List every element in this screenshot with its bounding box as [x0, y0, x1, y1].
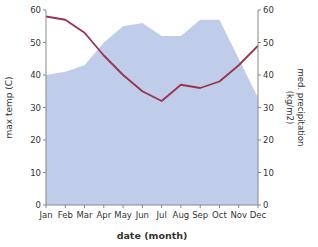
x-tick	[103, 205, 104, 208]
x-tick-label: Apr	[96, 210, 111, 220]
y2-axis-label-line: (kg/m2)	[285, 91, 295, 125]
y2ticks-tick-label: 30	[263, 103, 274, 113]
y2ticks-tick-label: 20	[263, 135, 274, 145]
yticks-tick-label: 50	[30, 38, 41, 48]
x-tick-label: Jul	[156, 210, 167, 220]
y2ticks-tick	[258, 172, 261, 173]
yticks-tick	[43, 10, 46, 11]
x-tick-label: Mar	[77, 210, 94, 220]
y2ticks-tick	[258, 205, 261, 206]
x-tick	[238, 205, 239, 208]
x-axis-label: date (month)	[117, 230, 188, 241]
x-tick-label: Oct	[212, 210, 227, 220]
precipitation-line	[46, 17, 258, 102]
yticks-tick	[43, 107, 46, 108]
chart: JanFebMarAprMayJunJulAugSepOctNovDec0102…	[0, 0, 318, 247]
x-tick	[84, 205, 85, 208]
y2ticks-tick	[258, 107, 261, 108]
yticks-tick	[43, 140, 46, 141]
chart-container: JanFebMarAprMayJunJulAugSepOctNovDec0102…	[0, 0, 318, 247]
x-tick	[142, 205, 143, 208]
x-tick	[180, 205, 181, 208]
x-tick-label: Sep	[192, 210, 208, 220]
y2-axis-label-line: med. precipitation	[296, 69, 306, 147]
x-tick-label: May	[114, 210, 132, 220]
y2ticks-tick-label: 0	[263, 200, 268, 210]
x-tick-label: Nov	[230, 210, 247, 220]
y2ticks-tick-label: 40	[263, 70, 274, 80]
x-tick	[65, 205, 66, 208]
yticks-tick	[43, 75, 46, 76]
y2ticks-tick-label: 60	[263, 5, 274, 15]
yticks-tick-label: 0	[36, 200, 41, 210]
y-axis-label: max temp (C)	[4, 76, 14, 138]
x-tick	[219, 205, 220, 208]
x-tick	[161, 205, 162, 208]
yticks-tick-label: 20	[30, 135, 41, 145]
y2ticks-tick-label: 10	[263, 168, 274, 178]
yticks-tick-label: 40	[30, 70, 41, 80]
x-axis-line	[46, 205, 258, 206]
y2-axis-label: med. precipitation(kg/m2)	[285, 69, 306, 147]
y2ticks-tick	[258, 10, 261, 11]
x-tick-label: Feb	[58, 210, 73, 220]
y2ticks-tick	[258, 75, 261, 76]
x-tick	[123, 205, 124, 208]
yticks-tick	[43, 42, 46, 43]
x-tick	[200, 205, 201, 208]
yticks-tick	[43, 205, 46, 206]
y2ticks-tick-label: 50	[263, 38, 274, 48]
yticks-tick-label: 60	[30, 5, 41, 15]
y2ticks-tick	[258, 140, 261, 141]
yticks-tick-label: 10	[30, 168, 41, 178]
x-tick-label: Jan	[38, 210, 52, 220]
temperature-area	[46, 20, 258, 205]
axes: JanFebMarAprMayJunJulAugSepOctNovDec0102…	[30, 5, 274, 220]
plot-area	[46, 17, 258, 206]
y2ticks-tick	[258, 42, 261, 43]
x-tick-label: Jun	[135, 210, 149, 220]
yticks-tick-label: 30	[30, 103, 41, 113]
x-tick-label: Dec	[250, 210, 267, 220]
x-tick-label: Aug	[173, 210, 190, 220]
yticks-tick	[43, 172, 46, 173]
